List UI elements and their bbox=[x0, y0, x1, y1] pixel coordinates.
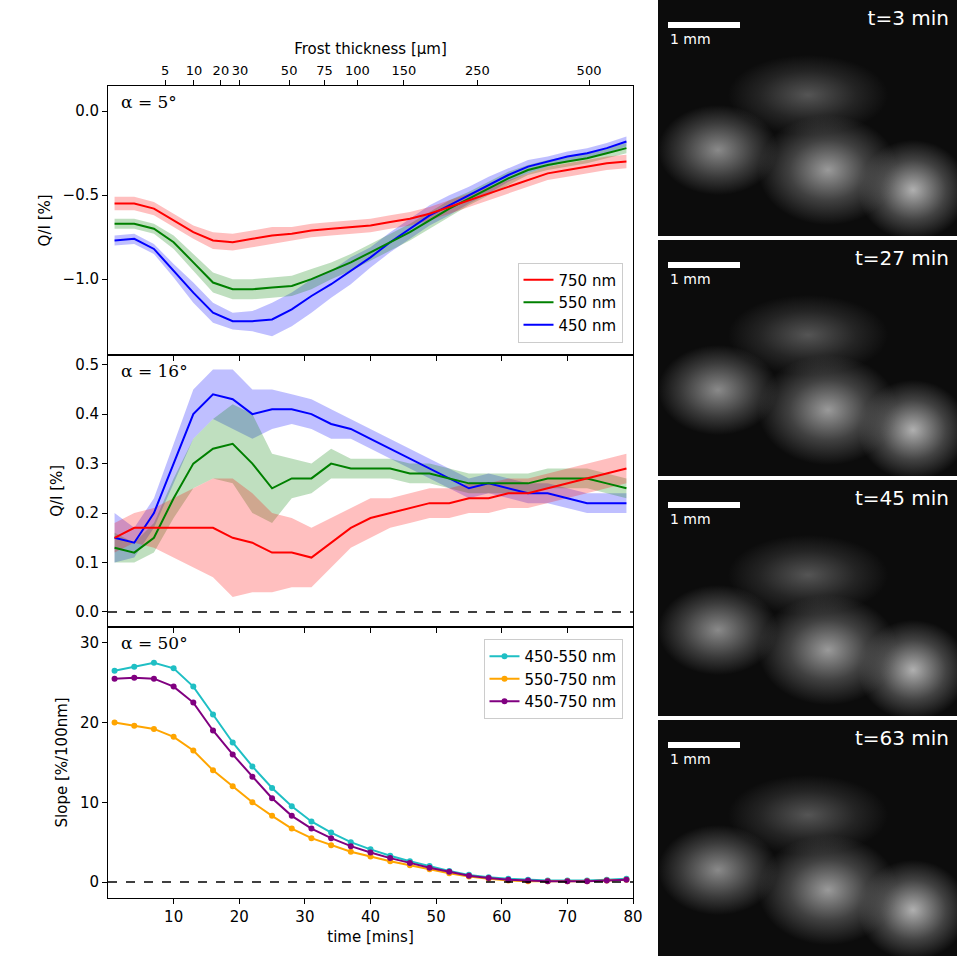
svg-text:10: 10 bbox=[186, 63, 203, 78]
svg-text:10: 10 bbox=[80, 794, 99, 812]
svg-text:40: 40 bbox=[361, 908, 380, 926]
svg-text:100: 100 bbox=[345, 63, 370, 78]
svg-text:Q/I [%]: Q/I [%] bbox=[36, 194, 54, 246]
svg-text:0.1: 0.1 bbox=[75, 554, 99, 572]
svg-text:5: 5 bbox=[161, 63, 169, 78]
svg-text:60: 60 bbox=[492, 908, 511, 926]
svg-text:0: 0 bbox=[89, 873, 99, 891]
svg-text:−0.5: −0.5 bbox=[63, 186, 99, 204]
svg-text:550-750 nm: 550-750 nm bbox=[525, 671, 617, 689]
svg-text:α = 5°: α = 5° bbox=[121, 92, 177, 112]
svg-text:150: 150 bbox=[392, 63, 417, 78]
html-text:t=45 min: t=45 min bbox=[854, 486, 949, 510]
svg-text:50: 50 bbox=[281, 63, 298, 78]
svg-text:0.0: 0.0 bbox=[75, 603, 99, 621]
svg-text:α = 16°: α = 16° bbox=[121, 361, 188, 381]
svg-text:500: 500 bbox=[577, 63, 602, 78]
svg-text:30: 30 bbox=[295, 908, 314, 926]
html-text:t=27 min: t=27 min bbox=[854, 246, 949, 270]
svg-text:80: 80 bbox=[623, 908, 642, 926]
svg-text:α = 50°: α = 50° bbox=[121, 633, 188, 653]
svg-text:450-550 nm: 450-550 nm bbox=[525, 648, 617, 666]
html-text:1 mm: 1 mm bbox=[670, 271, 711, 287]
svg-text:Slope [%/100nm]: Slope [%/100nm] bbox=[53, 697, 71, 827]
svg-text:−1.0: −1.0 bbox=[63, 270, 99, 288]
svg-text:time [mins]: time [mins] bbox=[327, 928, 413, 946]
html-text:t=63 min: t=63 min bbox=[854, 726, 949, 750]
html-text:1 mm: 1 mm bbox=[670, 751, 711, 767]
svg-text:750 nm: 750 nm bbox=[559, 272, 617, 290]
svg-text:75: 75 bbox=[316, 63, 333, 78]
svg-text:30: 30 bbox=[232, 63, 249, 78]
html-text:1 mm: 1 mm bbox=[670, 31, 711, 47]
svg-text:70: 70 bbox=[558, 908, 577, 926]
svg-text:550 nm: 550 nm bbox=[559, 294, 617, 312]
svg-text:0.0: 0.0 bbox=[75, 102, 99, 120]
svg-text:0.4: 0.4 bbox=[75, 405, 99, 423]
svg-text:20: 20 bbox=[213, 63, 230, 78]
svg-text:450 nm: 450 nm bbox=[559, 317, 617, 335]
svg-text:30: 30 bbox=[80, 634, 99, 652]
svg-text:Frost thickness [μm]: Frost thickness [μm] bbox=[294, 40, 447, 58]
svg-text:Q/I [%]: Q/I [%] bbox=[48, 465, 66, 517]
svg-text:450-750 nm: 450-750 nm bbox=[525, 693, 617, 711]
svg-text:20: 20 bbox=[230, 908, 249, 926]
svg-text:20: 20 bbox=[80, 714, 99, 732]
html-text:t=3 min: t=3 min bbox=[867, 6, 949, 30]
svg-text:0.3: 0.3 bbox=[75, 455, 99, 473]
svg-text:0.2: 0.2 bbox=[75, 504, 99, 522]
svg-text:250: 250 bbox=[465, 63, 490, 78]
svg-text:50: 50 bbox=[427, 908, 446, 926]
svg-text:0.5: 0.5 bbox=[75, 356, 99, 374]
svg-text:10: 10 bbox=[164, 908, 183, 926]
html-text:1 mm: 1 mm bbox=[670, 511, 711, 527]
